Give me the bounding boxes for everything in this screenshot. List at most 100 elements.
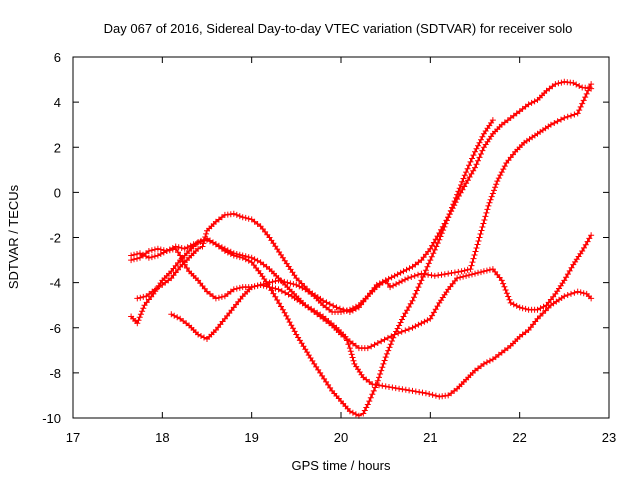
point-4-41-2: [568, 112, 574, 119]
point-3-32-1: [438, 226, 445, 233]
point-4-27-2: [411, 272, 418, 279]
point-0-1-3: [137, 311, 144, 318]
point-4-25-2: [393, 281, 400, 288]
point-2-38-2: [501, 283, 508, 290]
point-0-29-2: [412, 290, 419, 297]
point-3-35-3: [468, 170, 475, 177]
point-4-34-4: [489, 190, 496, 197]
point-0-25-1: [374, 377, 381, 384]
point-1-24-0: [346, 345, 353, 352]
point-0-1-4: [139, 308, 146, 315]
point-0-28-4: [407, 300, 414, 307]
point-3-8-0: [199, 243, 206, 250]
point-2-35-0: [472, 270, 478, 277]
point-2-30-2: [430, 309, 437, 316]
point-4-11-2: [272, 278, 279, 285]
point-0-21-2: [352, 411, 359, 418]
point-2-34-2: [469, 271, 475, 278]
point-4-28-2: [425, 271, 432, 278]
point-2-39-1: [510, 301, 517, 308]
point-4-19-2: [344, 307, 350, 314]
point-0-36-2: [475, 142, 481, 149]
point-0-26-1: [383, 350, 390, 357]
point-4-19-0: [338, 309, 344, 315]
point-0-end: [489, 117, 496, 124]
point-0-35-0: [463, 169, 470, 176]
point-3-47-2: [576, 83, 583, 89]
point-2-29-0: [409, 324, 416, 331]
point-3-2-1: [155, 284, 162, 291]
point-1-18-1: [278, 288, 285, 295]
point-4-0-0: [168, 311, 175, 318]
point-2-end: [588, 232, 595, 239]
point-2-30-4: [434, 303, 441, 310]
point-3-8-2: [201, 237, 208, 244]
point-1-43-3: [542, 307, 549, 314]
point-4-40-2: [554, 118, 561, 125]
point-0-17-3: [285, 316, 291, 322]
point-2-30-3: [432, 306, 439, 313]
point-2-45-1: [563, 274, 570, 281]
point-1-24-1: [347, 348, 354, 355]
point-4-0-2: [174, 314, 181, 321]
point-0-24-2: [367, 394, 374, 401]
point-2-3-2: [160, 247, 167, 254]
point-3-20-2: [326, 301, 333, 308]
point-2-47-1: [581, 244, 587, 251]
point-2-33-0: [454, 275, 461, 282]
point-0-23-1: [361, 407, 368, 414]
point-2-38-4: [503, 290, 510, 297]
point-1-31-0: [422, 390, 429, 397]
point-0-17-5: [288, 322, 295, 329]
point-3-34-0: [454, 196, 461, 203]
point-3-36-0: [472, 164, 478, 171]
point-4-34-0: [485, 202, 492, 209]
point-4-35-4: [500, 166, 507, 173]
point-0-30-5: [425, 260, 432, 267]
point-0-28-3: [405, 304, 412, 310]
point-0-1-1: [135, 317, 142, 324]
point-2-29-1: [412, 323, 419, 330]
point-0-31-0: [427, 257, 434, 264]
point-2-12-1: [242, 253, 249, 260]
point-4-33-7: [483, 209, 490, 216]
point-0-17-0: [279, 306, 286, 313]
point-2-45-4: [568, 264, 575, 271]
point-4-26-0: [396, 279, 403, 286]
point-0-17-4: [286, 319, 293, 326]
point-0-29-1: [411, 294, 417, 301]
point-4-3-2: [201, 334, 207, 341]
point-4-11-1: [269, 278, 276, 285]
point-4-26-2: [402, 276, 408, 283]
point-0-34-5: [460, 175, 467, 182]
point-0-26-5: [389, 338, 395, 344]
point-0-28-1: [402, 310, 409, 317]
point-4-34-3: [488, 193, 495, 200]
point-3-36-3: [476, 154, 483, 161]
point-4-28-0: [418, 270, 425, 277]
point-3-27-0: [391, 272, 398, 279]
point-3-36-5: [479, 147, 486, 154]
point-4-13-1: [287, 280, 294, 287]
point-1-17-1: [269, 284, 276, 291]
point-4-29-0: [431, 272, 438, 279]
point-0-21-1: [349, 409, 356, 416]
point-3-45-0: [552, 81, 559, 88]
point-0-24-0: [364, 401, 371, 408]
y-tick-label-7: 4: [54, 95, 61, 110]
point-2-29-5: [424, 317, 431, 324]
point-4-41-0: [561, 114, 568, 121]
point-3-7-0: [195, 245, 202, 252]
point-3-8-3: [202, 234, 209, 240]
point-3-28-0: [400, 268, 407, 275]
point-1-31-2: [429, 391, 436, 398]
point-0-31-1: [428, 253, 435, 260]
point-4-40-0: [547, 121, 554, 128]
series-track-5: [168, 81, 595, 342]
point-1-43-1: [537, 313, 544, 319]
point-4-end: [588, 81, 595, 88]
point-3-31-2: [430, 239, 437, 246]
point-4-12-2: [281, 278, 288, 285]
y-tick-label-6: 2: [54, 140, 61, 155]
point-4-32-5: [472, 248, 479, 255]
